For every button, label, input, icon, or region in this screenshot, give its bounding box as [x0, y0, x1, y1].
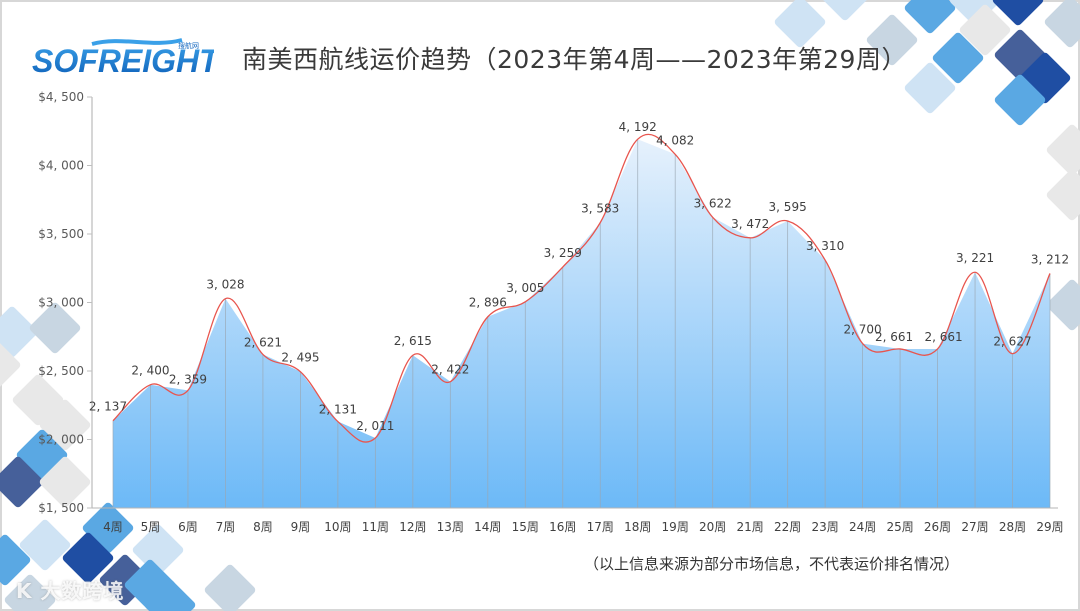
data-point-label: 2, 615 — [394, 334, 432, 348]
x-tick-label: 20周 — [699, 520, 726, 534]
data-point-label: 2, 011 — [356, 419, 394, 433]
chart-title: 南美西航线运价趋势（2023年第4周——2023年第29周） — [242, 45, 907, 74]
x-tick-label: 12周 — [399, 520, 426, 534]
x-tick-label: 18周 — [624, 520, 651, 534]
svg-text:搜航网: 搜航网 — [178, 41, 199, 50]
data-point-label: 4, 192 — [619, 120, 657, 134]
x-tick-label: 28周 — [999, 520, 1026, 534]
data-point-label: 3, 595 — [769, 200, 807, 214]
x-tick-label: 14周 — [474, 520, 501, 534]
x-tick-label: 25周 — [886, 520, 913, 534]
data-point-label: 3, 221 — [956, 251, 994, 265]
data-point-label: 2, 896 — [469, 296, 507, 310]
data-point-label: 3, 028 — [206, 278, 244, 292]
x-tick-label: 26周 — [924, 520, 951, 534]
data-point-label: 2, 359 — [169, 372, 207, 386]
y-tick-label: $3, 500 — [38, 227, 84, 241]
x-tick-label: 21周 — [737, 520, 764, 534]
data-point-label: 2, 400 — [131, 364, 169, 378]
data-point-label: 3, 212 — [1031, 252, 1069, 266]
x-tick-label: 10周 — [324, 520, 351, 534]
data-point-label: 3, 472 — [731, 217, 769, 231]
data-point-label: 2, 627 — [993, 335, 1031, 349]
data-point-label: 2, 700 — [844, 323, 882, 337]
source-note: （以上信息来源为部分市场信息，不代表运价排名情况） — [584, 555, 960, 573]
data-point-label: 2, 661 — [924, 330, 962, 344]
y-axis: $1, 500 $2, 000 $2, 500 $3, 000 $3, 500 $4, 0… — [38, 90, 93, 515]
watermark-text: 大数跨境 — [40, 579, 125, 603]
data-point-label: 4, 082 — [656, 133, 694, 147]
data-point-label: 3, 622 — [694, 196, 732, 210]
x-tick-label: 8周 — [253, 520, 273, 534]
y-tick-label: $4, 500 — [38, 90, 84, 104]
x-axis: 4周 5周 6周 7周 8周 9周 10周 11周 12周 13周 14周 15周 16周 17周 18周 1… — [92, 507, 1064, 534]
watermark: K 大数跨境 — [16, 575, 124, 604]
x-tick-label: 17周 — [587, 520, 614, 534]
x-tick-label: 22周 — [774, 520, 801, 534]
y-tick-label: $2, 500 — [38, 364, 84, 378]
data-point-label: 3, 259 — [544, 246, 582, 260]
x-tick-label: 23周 — [811, 520, 838, 534]
x-tick-label: 7周 — [216, 520, 236, 534]
y-tick-label: $1, 500 — [38, 501, 84, 515]
x-tick-label: 13周 — [437, 520, 464, 534]
drop-lines — [112, 139, 1051, 508]
x-tick-label: 5周 — [141, 520, 161, 534]
x-tick-label: 15周 — [512, 520, 539, 534]
x-tick-label: 29周 — [1036, 520, 1063, 534]
y-tick-label: $4, 000 — [38, 159, 84, 173]
x-tick-label: 9周 — [291, 520, 311, 534]
sofreight-logo: SOFREIGHT 搜航网 — [32, 36, 221, 79]
data-point-label: 3, 310 — [806, 239, 844, 253]
svg-text:SOFREIGHT: SOFREIGHT — [32, 43, 214, 78]
x-tick-label: 11周 — [362, 520, 389, 534]
data-point-label: 2, 621 — [244, 335, 282, 349]
x-tick-label: 16周 — [549, 520, 576, 534]
data-point-label: 2, 661 — [875, 330, 913, 344]
x-tick-label: 4周 — [103, 520, 123, 534]
data-point-label: 2, 422 — [431, 363, 469, 377]
data-point-label: 2, 131 — [319, 403, 357, 417]
data-point-label: 2, 495 — [281, 351, 319, 365]
x-tick-label: 6周 — [178, 520, 198, 534]
watermark-logo-icon: K — [16, 579, 33, 603]
data-point-label: 2, 137 — [89, 400, 127, 414]
data-point-label: 3, 583 — [581, 202, 619, 216]
area-fill — [113, 139, 1050, 509]
y-tick-label: $2, 000 — [38, 433, 84, 447]
x-tick-label: 27周 — [961, 520, 988, 534]
x-tick-label: 19周 — [662, 520, 689, 534]
data-point-label: 3, 005 — [506, 281, 544, 295]
x-tick-label: 24周 — [849, 520, 876, 534]
y-tick-label: $3, 000 — [38, 296, 84, 310]
trend-line — [112, 133, 1051, 443]
